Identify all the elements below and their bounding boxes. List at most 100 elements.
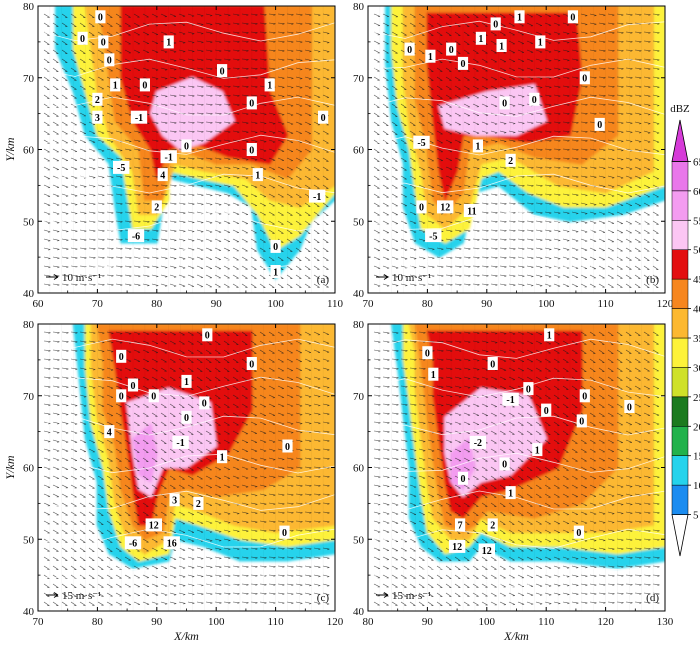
contour-label-box <box>523 382 534 396</box>
y-tick-label: 80 <box>23 1 35 13</box>
reference-vector-label: 10 m·s⁻¹ <box>392 272 431 284</box>
vertical-velocity-contours <box>368 338 665 588</box>
contour-label: 11 <box>467 206 476 217</box>
contour-label-box <box>425 49 436 63</box>
contour-label-box <box>448 539 466 553</box>
contour-label-box <box>113 160 130 174</box>
contour-label: -1 <box>165 153 173 164</box>
contour-label-box <box>282 439 293 453</box>
contour-line <box>38 338 335 358</box>
contour-label: 0 <box>220 66 225 77</box>
contour-line <box>38 96 335 116</box>
contour-label: 0 <box>142 81 147 92</box>
contour-label-box <box>199 396 210 410</box>
colorbar-tick-label: 40 <box>693 304 700 316</box>
contour-line <box>368 58 665 78</box>
colorbar-tick-label: 25 <box>693 392 700 404</box>
panel-label: (a) <box>317 274 330 286</box>
contour-line <box>368 377 665 398</box>
contour-label: 0 <box>579 417 584 428</box>
x-tick-label: 120 <box>597 616 614 628</box>
x-tick-label: 70 <box>92 298 104 310</box>
contour-line <box>38 490 335 511</box>
contour-label: 0 <box>107 56 112 67</box>
colorbar-tick-label: 55 <box>693 215 700 227</box>
contour-label-box <box>160 150 177 164</box>
contour-label-box <box>270 265 281 278</box>
contour-line <box>368 490 665 511</box>
vector-arrows <box>43 331 330 606</box>
contour-label-box <box>92 92 103 106</box>
reflectivity-field <box>38 6 335 293</box>
contour-label-box <box>127 229 145 243</box>
contour-label: -5 <box>117 163 125 174</box>
contour-label-box <box>77 31 88 45</box>
reference-arrow-head <box>383 592 389 598</box>
contour-label: 0 <box>407 45 412 56</box>
contour-label: 0 <box>184 142 189 153</box>
contour-label-box <box>455 518 466 532</box>
colorbar-bin <box>671 396 689 427</box>
x-axis-label: X/km <box>173 629 199 643</box>
contour-label: 0 <box>282 528 287 539</box>
contour-label-box <box>246 96 257 110</box>
colorbar-over-triangle <box>671 119 689 162</box>
contour-label-box <box>318 110 329 124</box>
y-tick-label: 70 <box>23 73 35 85</box>
contour-label: 12 <box>440 203 450 214</box>
x-tick-label: 90 <box>151 616 163 628</box>
contour-label: 0 <box>627 402 632 413</box>
contour-label: 0 <box>425 349 430 360</box>
contour-label: 0 <box>597 120 602 131</box>
contour-label-box <box>116 349 127 363</box>
contour-label: 1 <box>475 142 480 153</box>
x-tick-label: 80 <box>363 616 375 628</box>
y-tick-label: 70 <box>23 391 35 403</box>
y-tick-label: 60 <box>23 463 35 475</box>
contour-label: 1 <box>517 13 522 24</box>
y-tick-label: 80 <box>23 319 35 331</box>
contour-label: 1 <box>478 34 483 45</box>
contour-label-box <box>487 357 498 370</box>
contour-label-box <box>469 435 487 449</box>
x-tick-label: 110 <box>268 616 285 628</box>
contour-label-box <box>110 78 121 92</box>
y-tick-label: 50 <box>353 534 365 546</box>
contour-label: 0 <box>249 145 254 156</box>
contour-label: 0 <box>321 113 326 124</box>
contour-label-box <box>624 400 635 413</box>
contour-label: 1 <box>428 52 433 63</box>
contour-label-box <box>92 110 103 124</box>
colorbar-tick-label: 20 <box>693 421 700 433</box>
contour-label: 0 <box>205 331 210 342</box>
colorbar-tick-label: 5 <box>693 510 699 522</box>
contour-label-box <box>172 435 189 449</box>
x-tick-label: 90 <box>211 298 223 310</box>
y-tick-label: 40 <box>353 606 365 618</box>
contour-label: 0 <box>285 442 290 453</box>
reference-arrow-head <box>383 274 389 280</box>
colorbar-tick-label: 15 <box>693 451 700 463</box>
colorbar-bin <box>671 220 689 250</box>
contour-label-box <box>163 536 180 550</box>
contour-label: 0 <box>184 413 189 424</box>
y-tick-label: 50 <box>23 216 35 228</box>
y-tick-label: 40 <box>23 288 35 300</box>
contour-label-box <box>496 39 507 52</box>
contour-label: -5 <box>417 138 425 149</box>
contour-line <box>368 20 665 41</box>
contour-line <box>368 567 665 588</box>
contour-label-box <box>487 518 498 532</box>
contour-label-box <box>151 200 162 214</box>
colorbar-bin <box>671 161 689 192</box>
colorbar-bin <box>671 484 689 515</box>
contour-label: 0 <box>461 59 466 70</box>
contour-line <box>368 96 665 117</box>
contour-line <box>368 248 665 269</box>
contour-label-box <box>104 425 115 439</box>
contour-label: 0 <box>532 95 537 106</box>
x-tick-label: 100 <box>538 298 555 310</box>
contour-label-box <box>428 367 439 381</box>
contour-label: 0 <box>570 13 575 24</box>
